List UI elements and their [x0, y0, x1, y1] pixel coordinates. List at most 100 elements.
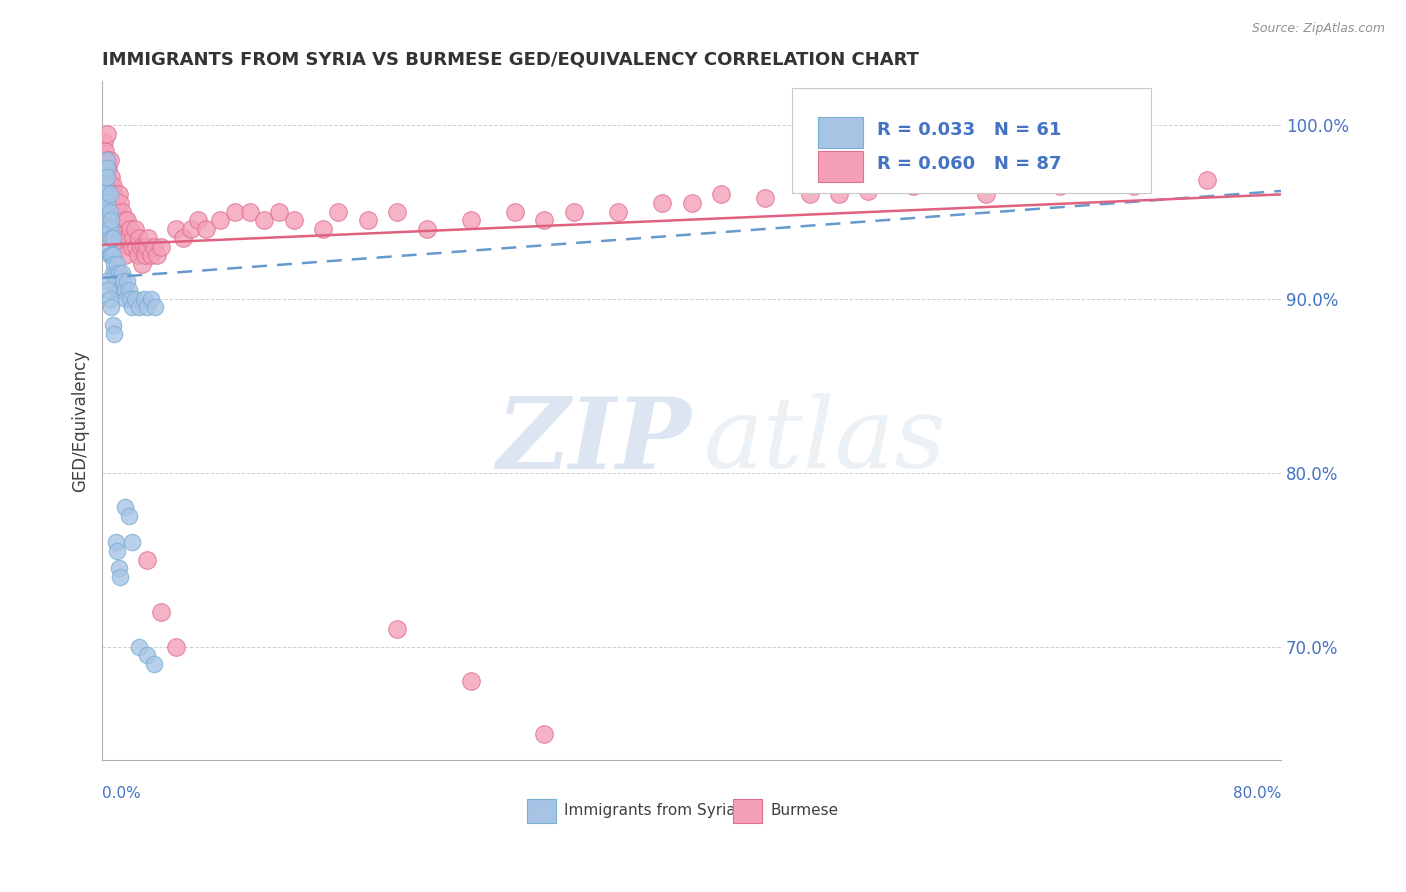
Point [93, 187, 115, 202]
Point [194, 222, 217, 236]
Point [100, 301, 122, 315]
Point [110, 266, 132, 280]
FancyBboxPatch shape [792, 88, 1152, 194]
Point [100, 248, 122, 262]
Point [100, 231, 122, 245]
Point [98, 178, 121, 193]
Point [101, 213, 124, 227]
Bar [818, 117, 863, 148]
Point [105, 274, 128, 288]
Point [96, 153, 118, 167]
Point [172, 231, 194, 245]
Point [283, 213, 305, 227]
Point [103, 326, 125, 341]
Point [124, 222, 146, 236]
Point [128, 640, 150, 654]
Point [101, 266, 124, 280]
Point [108, 196, 131, 211]
Point [112, 222, 135, 236]
Bar [818, 151, 863, 182]
Point [1122, 178, 1144, 193]
Point [131, 257, 153, 271]
Text: Source: ZipAtlas.com: Source: ZipAtlas.com [1251, 22, 1385, 36]
Point [96, 127, 118, 141]
Point [356, 213, 378, 227]
Point [96, 274, 118, 288]
Point [165, 640, 187, 654]
Point [799, 187, 821, 202]
Point [115, 292, 138, 306]
Point [132, 239, 155, 253]
Point [104, 283, 127, 297]
Point [125, 239, 148, 253]
Y-axis label: GED/Equivalency: GED/Equivalency [72, 350, 89, 491]
Point [104, 196, 127, 211]
Point [1197, 173, 1219, 187]
Point [710, 187, 733, 202]
Point [114, 500, 136, 515]
Point [96, 153, 118, 167]
Point [97, 222, 120, 236]
Point [118, 283, 141, 297]
Point [134, 248, 156, 262]
Point [139, 248, 162, 262]
Point [562, 204, 585, 219]
Text: Immigrants from Syria: Immigrants from Syria [564, 803, 737, 818]
Point [98, 292, 121, 306]
Point [97, 283, 120, 297]
Point [312, 222, 335, 236]
Point [96, 161, 118, 176]
Point [326, 204, 349, 219]
Point [385, 204, 408, 219]
Point [901, 178, 924, 193]
Point [103, 257, 125, 271]
Point [96, 169, 118, 184]
Point [503, 204, 526, 219]
Point [98, 204, 121, 219]
Point [533, 726, 555, 740]
Text: ZIP: ZIP [496, 392, 692, 489]
Point [94, 178, 117, 193]
Point [107, 187, 129, 202]
Point [135, 648, 157, 663]
Bar [527, 799, 557, 822]
Point [104, 535, 127, 549]
Point [269, 204, 291, 219]
Point [127, 248, 149, 262]
Point [104, 266, 127, 280]
Text: R = 0.060   N = 87: R = 0.060 N = 87 [877, 155, 1062, 173]
Text: atlas: atlas [703, 393, 946, 489]
Point [858, 184, 880, 198]
Point [135, 239, 157, 253]
Point [94, 161, 117, 176]
Point [124, 292, 146, 306]
Text: R = 0.033   N = 61: R = 0.033 N = 61 [877, 121, 1062, 139]
Point [828, 187, 851, 202]
Point [110, 239, 132, 253]
Point [98, 222, 121, 236]
Point [98, 153, 121, 167]
Point [681, 196, 703, 211]
Point [143, 239, 166, 253]
Point [118, 231, 141, 245]
Point [224, 204, 246, 219]
Point [120, 222, 142, 236]
Point [117, 213, 139, 227]
Point [107, 266, 129, 280]
Point [101, 178, 124, 193]
Point [100, 213, 122, 227]
Point [97, 187, 120, 202]
Point [165, 222, 187, 236]
Text: 80.0%: 80.0% [1233, 786, 1281, 801]
Point [94, 161, 117, 176]
Point [105, 257, 128, 271]
Point [1049, 178, 1071, 193]
Point [118, 509, 141, 524]
Point [103, 274, 125, 288]
Point [135, 301, 157, 315]
Point [104, 231, 127, 245]
Point [122, 231, 145, 245]
Point [94, 144, 117, 158]
Point [150, 605, 173, 619]
Point [128, 301, 150, 315]
